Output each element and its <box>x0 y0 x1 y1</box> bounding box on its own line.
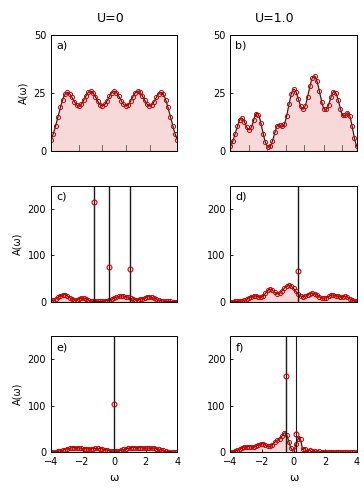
Text: e): e) <box>56 342 67 352</box>
Y-axis label: A(ω): A(ω) <box>18 82 28 104</box>
Text: f): f) <box>236 342 244 352</box>
Y-axis label: A(ω): A(ω) <box>12 232 22 255</box>
Text: d): d) <box>236 191 247 201</box>
Text: U=1.0: U=1.0 <box>255 12 294 25</box>
X-axis label: ω: ω <box>289 473 298 483</box>
Text: a): a) <box>56 41 67 51</box>
Text: b): b) <box>236 41 247 51</box>
Text: U=0: U=0 <box>97 12 125 25</box>
X-axis label: ω: ω <box>110 473 119 483</box>
Y-axis label: A(ω): A(ω) <box>12 383 22 406</box>
Text: c): c) <box>56 191 67 201</box>
